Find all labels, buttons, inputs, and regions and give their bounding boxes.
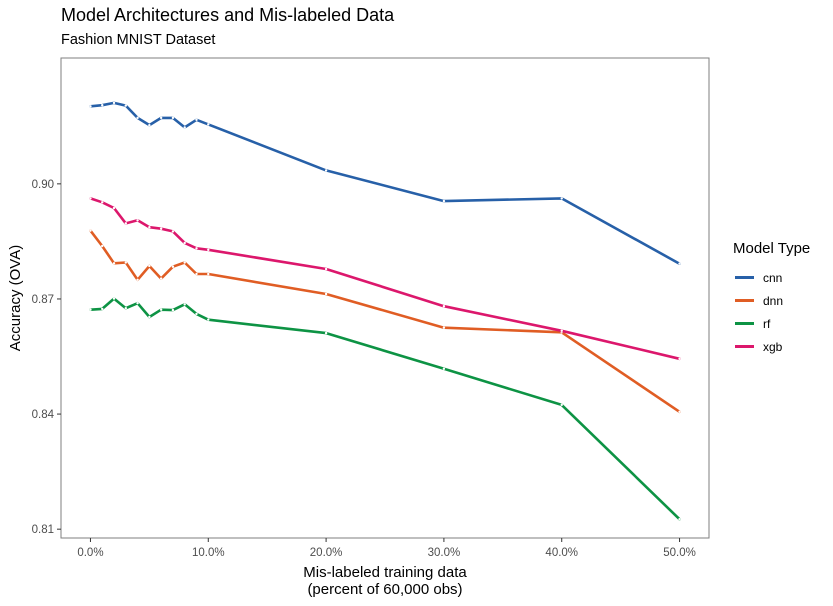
legend-item-rf: rf [733, 312, 810, 335]
y-axis-title: Accuracy (OVA) [7, 245, 24, 351]
data-point-xgb [207, 248, 210, 252]
data-point-cnn [678, 262, 681, 265]
legend-item-cnn: cnn [733, 266, 810, 289]
data-point-xgb [148, 226, 151, 229]
chart-subtitle: Fashion MNIST Dataset [61, 32, 216, 48]
data-point-dnn [124, 261, 128, 264]
x-tick-label: 20.0% [310, 547, 343, 559]
data-point-dnn [183, 261, 186, 264]
data-point-dnn [136, 278, 139, 281]
data-point-cnn [195, 118, 198, 121]
data-point-dnn [442, 326, 446, 329]
data-point-cnn [183, 126, 186, 129]
data-point-xgb [183, 241, 186, 245]
data-point-xgb [159, 227, 163, 230]
y-axis: 0.81 0.84 0.87 0.90 [32, 179, 61, 536]
data-point-rf [195, 312, 198, 316]
series-line-rf [89, 297, 681, 521]
y-tick-label: 0.81 [32, 524, 54, 536]
data-point-dnn [195, 272, 198, 276]
legend-swatch [735, 322, 754, 325]
y-tick-label: 0.87 [32, 294, 54, 306]
data-point-rf [678, 517, 681, 521]
data-point-xgb [678, 357, 681, 361]
data-point-dnn [112, 262, 116, 265]
data-point-dnn [89, 229, 92, 232]
data-point-cnn [159, 116, 163, 120]
data-point-rf [159, 308, 163, 311]
data-point-rf [101, 307, 104, 311]
data-point-xgb [89, 197, 92, 200]
legend-item-dnn: dnn [733, 289, 810, 312]
data-point-dnn [148, 264, 151, 268]
data-point-dnn [678, 410, 681, 413]
chart-title: Model Architectures and Mis-labeled Data [61, 5, 395, 25]
data-point-cnn [112, 101, 116, 105]
data-point-rf [136, 301, 139, 305]
data-point-rf [324, 331, 328, 335]
data-point-cnn [101, 103, 104, 107]
data-point-cnn [442, 199, 446, 203]
series-line-dnn [89, 229, 681, 414]
legend-swatch [735, 299, 754, 302]
legend-items: cnn dnn rf xgb [733, 266, 810, 358]
data-point-rf [183, 303, 186, 306]
x-tick-label: 0.0% [77, 547, 103, 559]
legend-item-xgb: xgb [733, 335, 810, 358]
data-point-dnn [171, 265, 175, 268]
data-point-rf [89, 308, 92, 311]
data-point-xgb [560, 329, 563, 333]
data-point-rf [124, 306, 128, 310]
data-point-rf [442, 367, 446, 370]
data-point-rf [148, 315, 151, 319]
data-point-xgb [124, 222, 128, 225]
x-axis-title-line-2: (percent of 60,000 obs) [307, 581, 462, 598]
legend-swatch [735, 276, 754, 279]
series-group [89, 101, 681, 521]
x-tick-label: 30.0% [428, 547, 461, 559]
data-point-cnn [207, 123, 210, 126]
data-point-dnn [324, 292, 328, 296]
series-line-xgb [89, 197, 681, 361]
x-tick-label: 10.0% [192, 547, 225, 559]
data-point-rf [171, 308, 175, 312]
data-point-xgb [112, 206, 116, 210]
data-point-xgb [101, 201, 104, 204]
data-point-rf [207, 318, 210, 321]
data-point-rf [560, 403, 563, 407]
data-point-xgb [324, 267, 328, 271]
data-point-dnn [207, 272, 210, 276]
data-point-cnn [324, 169, 328, 172]
legend-title: Model Type [733, 240, 811, 257]
x-tick-label: 50.0% [663, 547, 696, 559]
data-point-xgb [195, 247, 198, 250]
data-point-cnn [136, 116, 139, 120]
x-axis: 0.0% 10.0% 20.0% 30.0% 40.0% 50.0% [77, 538, 696, 559]
data-point-rf [112, 297, 116, 300]
x-axis-title-line-1: Mis-labeled training data [303, 564, 467, 581]
y-tick-label: 0.84 [32, 409, 55, 421]
data-point-xgb [136, 219, 139, 222]
data-point-dnn [101, 244, 104, 248]
data-point-cnn [124, 104, 128, 107]
y-tick-label: 0.90 [32, 179, 54, 191]
legend-label: rf [763, 316, 771, 331]
legend-swatch [735, 345, 754, 348]
data-point-cnn [148, 123, 151, 127]
series-line-cnn [89, 101, 681, 266]
data-point-cnn [560, 197, 563, 200]
data-point-cnn [89, 105, 92, 108]
data-point-dnn [159, 277, 163, 280]
legend: Model Type cnn dnn rf xgb [733, 240, 810, 358]
legend-label: cnn [763, 270, 783, 285]
x-tick-label: 40.0% [545, 547, 578, 559]
data-point-xgb [171, 230, 175, 233]
legend-label: xgb [763, 339, 783, 354]
data-point-cnn [171, 116, 175, 120]
legend-label: dnn [763, 293, 784, 308]
plot-panel [60, 57, 710, 539]
data-point-xgb [442, 305, 446, 308]
